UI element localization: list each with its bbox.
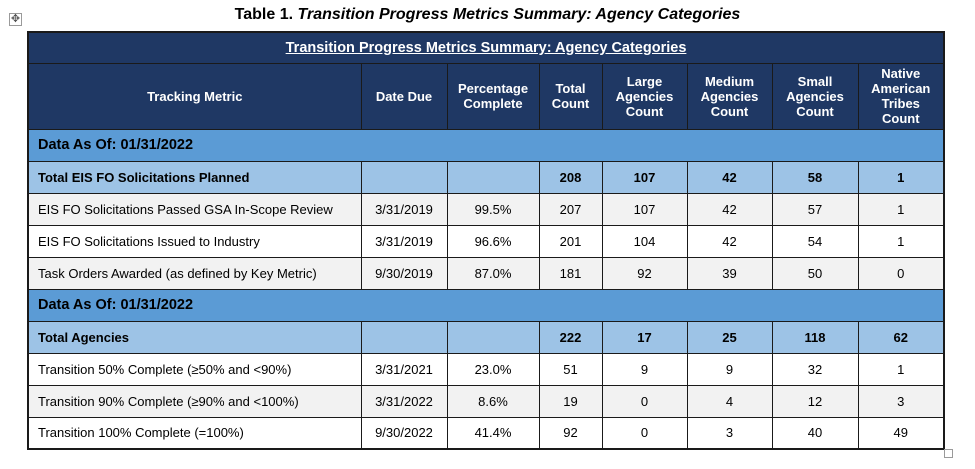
section-heading: Data As Of: 01/31/2022 (27, 288, 945, 322)
row-native-count: 1 (857, 224, 945, 258)
table-resize-icon[interactable] (944, 449, 953, 458)
header-row: Tracking Metric Date Due Percentage Comp… (27, 62, 945, 130)
row-metric: Task Orders Awarded (as defined by Key M… (27, 256, 362, 290)
total-native-count: 62 (857, 320, 945, 354)
total-total-count: 222 (538, 320, 603, 354)
row-medium-count: 3 (686, 416, 773, 450)
row-pct: 23.0% (446, 352, 540, 386)
row-native-count: 0 (857, 256, 945, 290)
table-row: Transition 90% Complete (≥90% and <100%)… (27, 384, 945, 418)
row-pct: 99.5% (446, 192, 540, 226)
table-row: Transition 100% Complete (=100%) 9/30/20… (27, 416, 945, 450)
col-header-small-agencies: Small Agencies Count (771, 62, 859, 130)
total-medium-count: 25 (686, 320, 773, 354)
row-small-count: 57 (771, 192, 859, 226)
row-date: 3/31/2022 (360, 384, 448, 418)
col-header-date-due: Date Due (360, 62, 448, 130)
section-row: Data As Of: 01/31/2022 (27, 128, 945, 162)
total-date (360, 160, 448, 194)
total-medium-count: 42 (686, 160, 773, 194)
col-header-large-agencies: Large Agencies Count (601, 62, 688, 130)
row-medium-count: 4 (686, 384, 773, 418)
row-metric: EIS FO Solicitations Issued to Industry (27, 224, 362, 258)
total-row: Total Agencies 222 17 25 118 62 (27, 320, 945, 354)
section-heading: Data As Of: 01/31/2022 (27, 128, 945, 162)
row-native-count: 1 (857, 352, 945, 386)
row-large-count: 9 (601, 352, 688, 386)
col-header-medium-agencies: Medium Agencies Count (686, 62, 773, 130)
row-small-count: 50 (771, 256, 859, 290)
row-medium-count: 42 (686, 224, 773, 258)
row-total-count: 181 (538, 256, 603, 290)
total-date (360, 320, 448, 354)
row-medium-count: 42 (686, 192, 773, 226)
row-small-count: 40 (771, 416, 859, 450)
section-row: Data As Of: 01/31/2022 (27, 288, 945, 322)
row-small-count: 32 (771, 352, 859, 386)
total-small-count: 118 (771, 320, 859, 354)
caption-title: Transition Progress Metrics Summary: Age… (297, 6, 741, 23)
row-large-count: 104 (601, 224, 688, 258)
total-metric: Total EIS FO Solicitations Planned (27, 160, 362, 194)
table-move-icon[interactable]: ✥ (9, 13, 22, 26)
table-row: Task Orders Awarded (as defined by Key M… (27, 256, 945, 290)
total-metric: Total Agencies (27, 320, 362, 354)
total-large-count: 107 (601, 160, 688, 194)
row-medium-count: 9 (686, 352, 773, 386)
row-pct: 41.4% (446, 416, 540, 450)
col-header-tracking-metric: Tracking Metric (27, 62, 362, 130)
table-row: EIS FO Solicitations Issued to Industry … (27, 224, 945, 258)
row-pct: 8.6% (446, 384, 540, 418)
row-metric: Transition 90% Complete (≥90% and <100%) (27, 384, 362, 418)
table-banner-row: Transition Progress Metrics Summary: Age… (27, 31, 945, 64)
total-large-count: 17 (601, 320, 688, 354)
row-large-count: 107 (601, 192, 688, 226)
table-banner: Transition Progress Metrics Summary: Age… (27, 31, 945, 64)
row-native-count: 49 (857, 416, 945, 450)
row-large-count: 0 (601, 384, 688, 418)
row-total-count: 19 (538, 384, 603, 418)
total-total-count: 208 (538, 160, 603, 194)
table-row: EIS FO Solicitations Passed GSA In-Scope… (27, 192, 945, 226)
table-caption: Table 1. Transition Progress Metrics Sum… (0, 6, 975, 24)
total-row: Total EIS FO Solicitations Planned 208 1… (27, 160, 945, 194)
row-metric: Transition 100% Complete (=100%) (27, 416, 362, 450)
total-pct (446, 320, 540, 354)
col-header-native-american-tribes: Native American Tribes Count (857, 62, 945, 130)
total-native-count: 1 (857, 160, 945, 194)
row-medium-count: 39 (686, 256, 773, 290)
table-row: Transition 50% Complete (≥50% and <90%) … (27, 352, 945, 386)
row-small-count: 54 (771, 224, 859, 258)
row-date: 9/30/2019 (360, 256, 448, 290)
row-total-count: 207 (538, 192, 603, 226)
row-metric: EIS FO Solicitations Passed GSA In-Scope… (27, 192, 362, 226)
row-metric: Transition 50% Complete (≥50% and <90%) (27, 352, 362, 386)
row-small-count: 12 (771, 384, 859, 418)
row-native-count: 3 (857, 384, 945, 418)
row-total-count: 51 (538, 352, 603, 386)
col-header-total-count: Total Count (538, 62, 603, 130)
row-pct: 87.0% (446, 256, 540, 290)
row-native-count: 1 (857, 192, 945, 226)
row-pct: 96.6% (446, 224, 540, 258)
row-total-count: 92 (538, 416, 603, 450)
row-large-count: 0 (601, 416, 688, 450)
row-date: 3/31/2019 (360, 224, 448, 258)
row-large-count: 92 (601, 256, 688, 290)
row-date: 3/31/2021 (360, 352, 448, 386)
row-total-count: 201 (538, 224, 603, 258)
row-date: 3/31/2019 (360, 192, 448, 226)
total-small-count: 58 (771, 160, 859, 194)
metrics-table: Transition Progress Metrics Summary: Age… (27, 31, 946, 450)
row-date: 9/30/2022 (360, 416, 448, 450)
col-header-percentage-complete: Percentage Complete (446, 62, 540, 130)
total-pct (446, 160, 540, 194)
caption-prefix: Table 1. (234, 6, 294, 23)
